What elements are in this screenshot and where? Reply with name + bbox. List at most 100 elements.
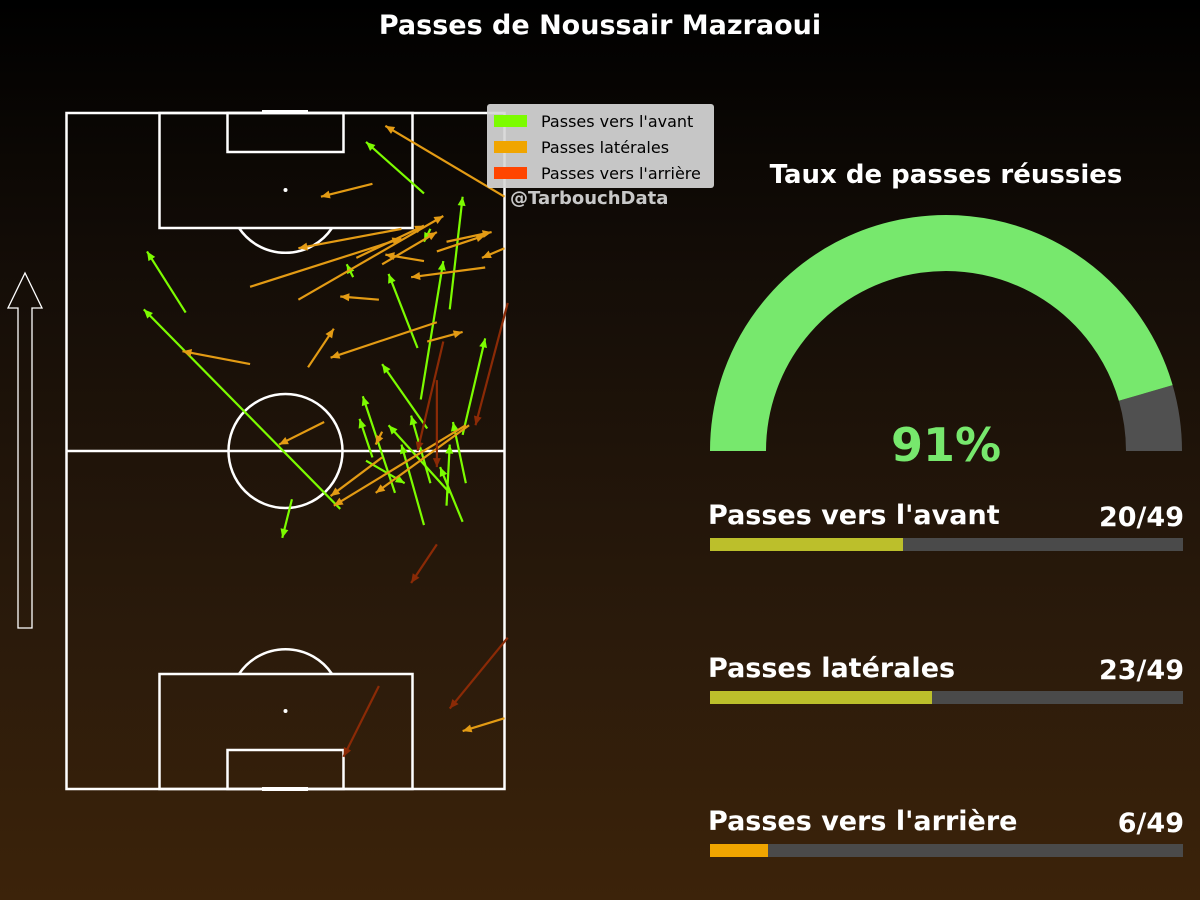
stat-forward: Passes vers l'avant 20/49 xyxy=(708,500,1184,560)
pass-arrowhead xyxy=(375,484,386,493)
pass-lateral xyxy=(297,215,444,301)
legend-label: Passes vers l'arrière xyxy=(541,163,701,183)
pass-lateral xyxy=(182,348,251,366)
pass-line xyxy=(439,466,464,523)
top-penalty-arc xyxy=(237,227,334,255)
pass-arrowhead xyxy=(433,216,444,224)
pass-forward xyxy=(439,466,464,523)
pass-arrowhead xyxy=(280,528,289,538)
pass-line xyxy=(365,141,425,195)
bottom-penalty-arc xyxy=(237,647,334,675)
pass-lateral xyxy=(384,124,506,198)
bottom-penalty-spot xyxy=(283,709,288,713)
pass-forward xyxy=(280,499,294,539)
pass-arrowhead xyxy=(449,699,459,709)
chart-title: Passes de Noussair Mazraoui xyxy=(378,10,822,41)
pass-arrowhead xyxy=(462,724,473,733)
legend-swatch-lateral xyxy=(494,141,527,153)
stat-lateral: Passes latérales 23/49 xyxy=(708,653,1184,713)
pass-line xyxy=(387,424,451,494)
gauge-title: Taux de passes réussies xyxy=(769,160,1123,190)
pass-lateral xyxy=(333,424,467,507)
pass-line xyxy=(461,338,487,436)
pass-forward xyxy=(387,273,419,349)
attack-direction-arrow-icon xyxy=(6,271,44,629)
pass-lateral xyxy=(329,456,383,497)
pass-lateral xyxy=(249,237,402,288)
legend: Passes vers l'avant Passes latérales Pas… xyxy=(487,104,714,188)
pass-line xyxy=(410,415,432,484)
pass-lateral xyxy=(374,431,384,446)
pass-arrowhead xyxy=(147,251,156,262)
pass-arrowhead xyxy=(182,348,193,357)
pass-line xyxy=(400,444,426,526)
gauge-success-arc xyxy=(710,215,1173,452)
pass-arrowhead xyxy=(409,415,418,426)
pass-arrowhead xyxy=(445,444,454,454)
gauge-value: 91% xyxy=(890,418,1002,472)
pass-arrowhead xyxy=(411,272,421,280)
pass-lateral xyxy=(385,252,425,263)
pass-forward xyxy=(365,141,425,195)
pass-arrowhead xyxy=(411,573,420,583)
pass-arrowhead xyxy=(366,141,376,151)
pass-arrowhead xyxy=(385,252,395,261)
bottom-six-yard-box xyxy=(226,748,345,791)
pass-forward xyxy=(387,424,451,494)
pass-line xyxy=(333,424,467,507)
pass-forward xyxy=(146,250,187,314)
pass-line xyxy=(416,341,445,452)
pass-line xyxy=(445,444,451,506)
stat-bar-fill-lateral xyxy=(710,691,933,704)
pass-arrowhead xyxy=(452,330,463,339)
pass-arrowhead xyxy=(400,444,408,455)
pass-lateral xyxy=(446,230,492,243)
stat-backward: Passes vers l'arrière 6/49 xyxy=(708,806,1184,866)
pass-forward xyxy=(143,308,342,510)
pass-arrowhead xyxy=(457,196,466,207)
pass-arrowhead xyxy=(388,425,398,435)
pass-arrowhead xyxy=(481,250,492,258)
pass-line xyxy=(375,424,470,494)
stat-count: 20/49 xyxy=(1098,502,1184,533)
pass-arrowhead xyxy=(325,328,334,339)
pass-line xyxy=(342,685,380,758)
pass-line xyxy=(249,237,402,288)
stat-label: Passes vers l'arrière xyxy=(708,806,1018,837)
stat-label: Passes vers l'avant xyxy=(708,500,1000,531)
pass-backward xyxy=(342,685,380,758)
pass-backward xyxy=(410,543,438,584)
pass-backward xyxy=(448,637,509,710)
pass-lateral xyxy=(278,421,325,446)
pass-forward xyxy=(361,395,397,494)
pass-arrowhead xyxy=(432,458,441,468)
pass-arrowhead xyxy=(343,746,352,757)
pass-backward xyxy=(432,380,441,468)
pass-line xyxy=(381,363,429,430)
pitch-markings xyxy=(65,111,506,791)
pass-lateral xyxy=(410,266,486,280)
pass-arrowhead xyxy=(437,261,446,271)
pass-lateral xyxy=(436,234,486,253)
pass-line xyxy=(143,308,342,510)
pass-line xyxy=(474,302,509,426)
stat-label: Passes latérales xyxy=(708,653,956,684)
pass-line xyxy=(182,350,251,366)
pass-arrowhead xyxy=(333,497,344,506)
pass-forward xyxy=(358,418,374,458)
pass-arrowhead xyxy=(330,487,341,497)
pass-forward xyxy=(461,338,488,436)
pass-arrowhead xyxy=(473,415,482,426)
pass-line xyxy=(298,227,402,250)
legend-item-lateral: Passes latérales xyxy=(493,134,708,160)
pass-line xyxy=(329,456,383,497)
pass-arrowhead xyxy=(385,125,396,134)
pass-arrowhead xyxy=(361,396,370,407)
top-penalty-box xyxy=(158,111,414,230)
legend-item-backward: Passes vers l'arrière xyxy=(493,160,708,186)
stat-bar-fill-forward xyxy=(710,538,904,551)
centre-circle xyxy=(227,392,344,510)
pass-arrowhead xyxy=(320,190,331,199)
pass-lateral xyxy=(462,717,505,733)
pass-line xyxy=(410,266,486,279)
